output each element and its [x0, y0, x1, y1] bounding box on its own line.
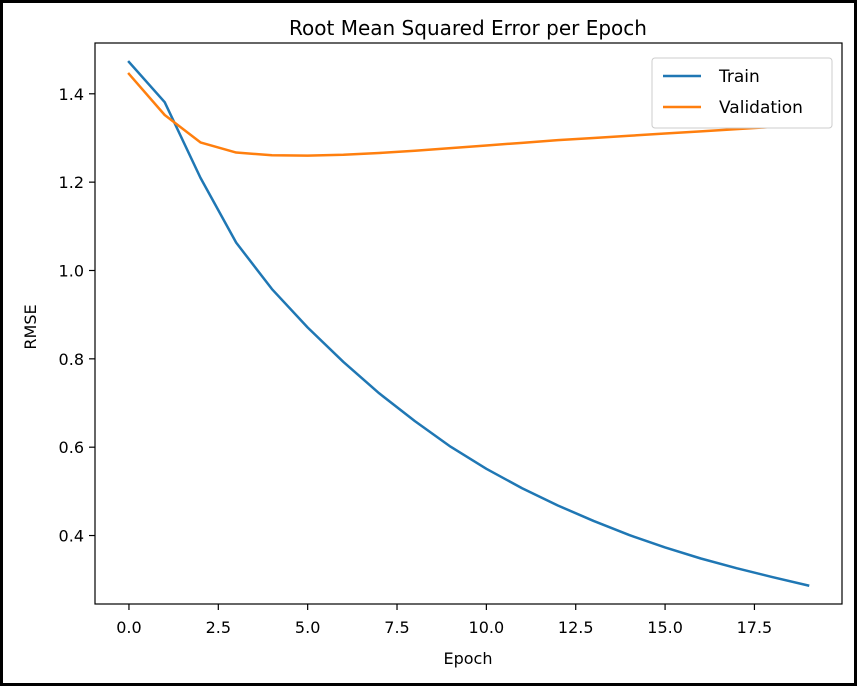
- x-axis-label: Epoch: [444, 649, 493, 668]
- x-tick-label: 7.5: [384, 618, 409, 637]
- x-tick-label: 0.0: [116, 618, 141, 637]
- train-series-line: [127, 60, 810, 587]
- x-tick-label: 10.0: [469, 618, 505, 637]
- legend: Train Validation: [651, 57, 833, 129]
- x-axis-ticks: 0.0 2.5 5.0 7.5 10.0 12.5 15.0 17.5: [116, 604, 772, 637]
- y-axis-label: RMSE: [21, 304, 40, 349]
- y-tick-label: 1.0: [59, 261, 84, 280]
- y-tick-label: 0.8: [59, 350, 84, 369]
- legend-validation-label: Validation: [719, 98, 803, 118]
- legend-train-label: Train: [718, 67, 760, 87]
- plot-area: [94, 42, 843, 605]
- y-axis-ticks: 0.4 0.6 0.8 1.0 1.2 1.4: [59, 85, 95, 546]
- validation-series-line: [127, 72, 810, 157]
- series-lines: [127, 60, 810, 587]
- y-tick-label: 1.2: [59, 173, 84, 192]
- y-tick-label: 0.6: [59, 438, 84, 457]
- x-tick-label: 17.5: [737, 618, 773, 637]
- x-tick-label: 12.5: [558, 618, 594, 637]
- x-tick-label: 5.0: [295, 618, 320, 637]
- x-tick-label: 2.5: [206, 618, 231, 637]
- chart-title: Root Mean Squared Error per Epoch: [289, 16, 647, 40]
- x-tick-label: 15.0: [647, 618, 683, 637]
- y-tick-label: 1.4: [59, 85, 84, 104]
- y-tick-label: 0.4: [59, 527, 84, 546]
